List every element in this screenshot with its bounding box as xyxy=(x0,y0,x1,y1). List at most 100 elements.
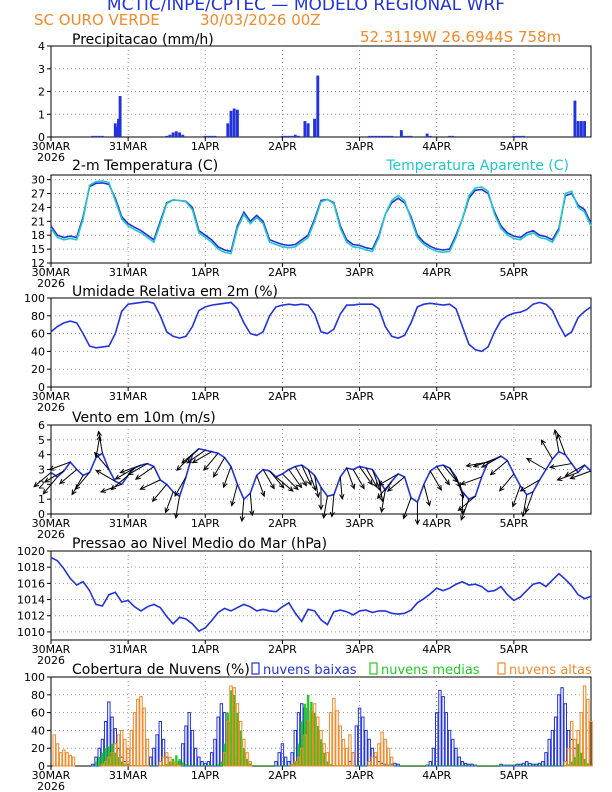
wind-arrow xyxy=(548,463,572,470)
cloud-bar-blue xyxy=(364,729,368,767)
wind-arrow xyxy=(569,470,592,480)
wind-xtick-label: 3APR xyxy=(345,517,374,530)
wind-ytick-label: 5 xyxy=(38,434,45,447)
wind-arrow-shaft xyxy=(570,470,592,479)
cloud-bar-green xyxy=(168,761,172,766)
wind-arrow xyxy=(99,483,122,493)
wind-arrow xyxy=(256,475,266,498)
rh-xtick-label: 30MAR xyxy=(32,390,71,403)
wind-arrow-head xyxy=(287,486,294,492)
precip-bar xyxy=(380,135,384,137)
cloud-bar-green xyxy=(216,764,220,766)
cloud-bar-blue xyxy=(152,747,156,767)
cloud-legend-label: nuvens baixas xyxy=(263,663,357,678)
precip-bar xyxy=(579,121,583,137)
cloud-bar-orange xyxy=(58,752,63,767)
precip-bar xyxy=(512,135,516,137)
wind-arrow-shaft xyxy=(181,448,200,464)
wind-xtick-label: 1APR xyxy=(191,517,220,530)
precip-bar xyxy=(181,134,185,137)
wind-arrow-head xyxy=(278,482,285,489)
wind-arrow-shaft xyxy=(110,475,129,490)
wind-arrow-head xyxy=(556,432,562,440)
cloud-bar-orange xyxy=(120,729,124,767)
cloud-bar-orange xyxy=(373,752,378,767)
wind-arrow-shaft xyxy=(256,475,265,497)
wind-arrow-head xyxy=(311,485,317,492)
precip-bar xyxy=(425,133,429,137)
rh-ytick-label: 40 xyxy=(31,345,45,358)
wind-arrow xyxy=(173,496,181,520)
cloud-bar-orange xyxy=(367,761,371,767)
cloud-bar-green xyxy=(252,765,255,766)
cloud-bar-green xyxy=(152,765,156,766)
cloud-bar-green xyxy=(535,765,538,766)
wind-arrow-head xyxy=(525,457,532,463)
cloud-bar-green xyxy=(419,765,422,766)
cloud-bar-green xyxy=(233,694,236,766)
wind-arrow-head xyxy=(260,491,266,498)
wind-arrow xyxy=(525,457,547,470)
wind-arrow xyxy=(556,432,566,455)
cloud-bar-green xyxy=(403,765,406,766)
cloud-bar-green xyxy=(271,765,274,766)
cloud-bar-blue xyxy=(210,752,214,767)
wind-arrow-head xyxy=(191,458,198,464)
cloud-bar-orange xyxy=(113,743,117,767)
cloud-bar-green xyxy=(200,765,204,766)
wind-arrow xyxy=(42,476,58,495)
cloud-bar-green xyxy=(538,765,541,766)
cloud-bar-green xyxy=(261,765,265,766)
precip-xtick-label: 2APR xyxy=(268,140,297,153)
wind-arrow-shaft xyxy=(549,463,572,468)
cloud-bar-orange xyxy=(65,752,69,767)
cloud-bar-green xyxy=(490,765,493,766)
cloud-bar-green xyxy=(94,761,98,766)
cloud-bar-green xyxy=(310,701,313,766)
wind-arrow-head xyxy=(456,482,462,489)
cloud-bar-orange xyxy=(322,743,326,767)
wind-panel xyxy=(33,424,592,526)
rh-ytick-label: 0 xyxy=(38,381,45,394)
cloud-bar-blue xyxy=(190,729,195,767)
cloud-bar-green xyxy=(425,765,429,766)
press-xtick-label: 5APR xyxy=(499,643,528,656)
cloud-bar-blue xyxy=(216,716,220,767)
press-xtick-label: 1APR xyxy=(191,643,220,656)
cloud-bar-green xyxy=(477,765,480,766)
cloud-bar-orange xyxy=(332,697,336,767)
wind-arrow xyxy=(339,476,345,500)
cloud-bar-orange xyxy=(380,731,384,767)
rh-xtick-label: 2APR xyxy=(268,390,297,403)
precip-panel xyxy=(47,45,592,141)
cloud-bar-green xyxy=(548,765,551,766)
cloud-bar-green xyxy=(194,765,197,766)
clouds-ytick-label: 80 xyxy=(31,689,45,702)
cloud-bar-green xyxy=(396,765,400,766)
wind-xtick-label: 31MAR xyxy=(109,517,148,530)
wind-arrow xyxy=(93,451,110,470)
cloud-bar-green xyxy=(265,765,268,766)
cloud-bar-blue xyxy=(155,734,159,767)
wind-arrow-shaft xyxy=(522,494,528,517)
cloud-bar-green xyxy=(155,765,159,766)
wind-arrow-shaft xyxy=(120,464,142,474)
cloud-bar-green xyxy=(576,743,580,766)
precip-bar xyxy=(290,135,294,137)
wind-arrow-head xyxy=(425,500,431,507)
wind-arrow xyxy=(379,490,386,514)
wind-arrow-head xyxy=(249,510,255,517)
wind-ytick-label: 2 xyxy=(38,478,45,491)
wind-arrow-head xyxy=(186,458,193,464)
cloud-bar-green xyxy=(171,758,175,766)
wind-arrow xyxy=(96,430,103,454)
cloud-bar-green xyxy=(503,765,506,766)
wind-arrow-head xyxy=(359,483,365,490)
wind-arrow-shaft xyxy=(331,494,335,517)
wind-arrow-shaft xyxy=(423,484,431,506)
wind-arrow-shaft xyxy=(458,495,476,511)
precip-bar xyxy=(377,135,381,137)
wind-arrow-head xyxy=(459,480,467,486)
press-title: Pressao ao Nivel Medio do Mar (hPa) xyxy=(72,536,327,552)
cloud-bar-orange xyxy=(110,752,114,767)
